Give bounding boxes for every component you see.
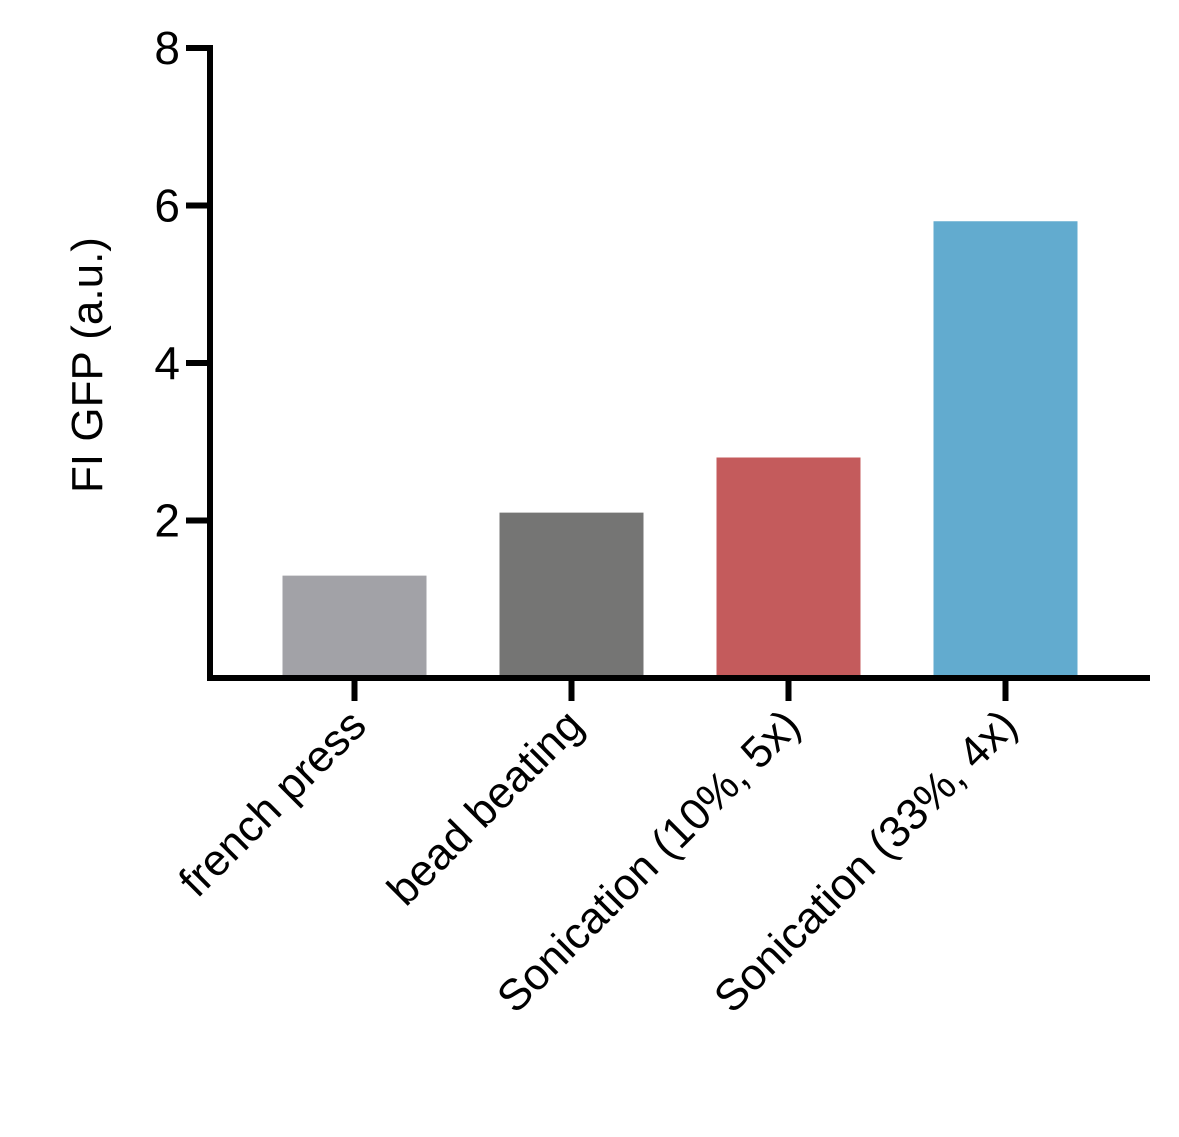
y-tick-label: 6 — [154, 180, 180, 232]
bar — [499, 512, 644, 678]
x-tick-label: french press — [170, 700, 376, 906]
y-tick-label: 4 — [154, 337, 180, 389]
y-axis-label: FI GFP (a.u.) — [63, 237, 112, 493]
bar — [282, 575, 427, 678]
y-tick-label: 2 — [154, 495, 180, 547]
bar — [933, 221, 1078, 678]
x-tick-label: bead beating — [378, 700, 593, 915]
bar — [716, 457, 861, 678]
y-tick-label: 8 — [154, 22, 180, 74]
